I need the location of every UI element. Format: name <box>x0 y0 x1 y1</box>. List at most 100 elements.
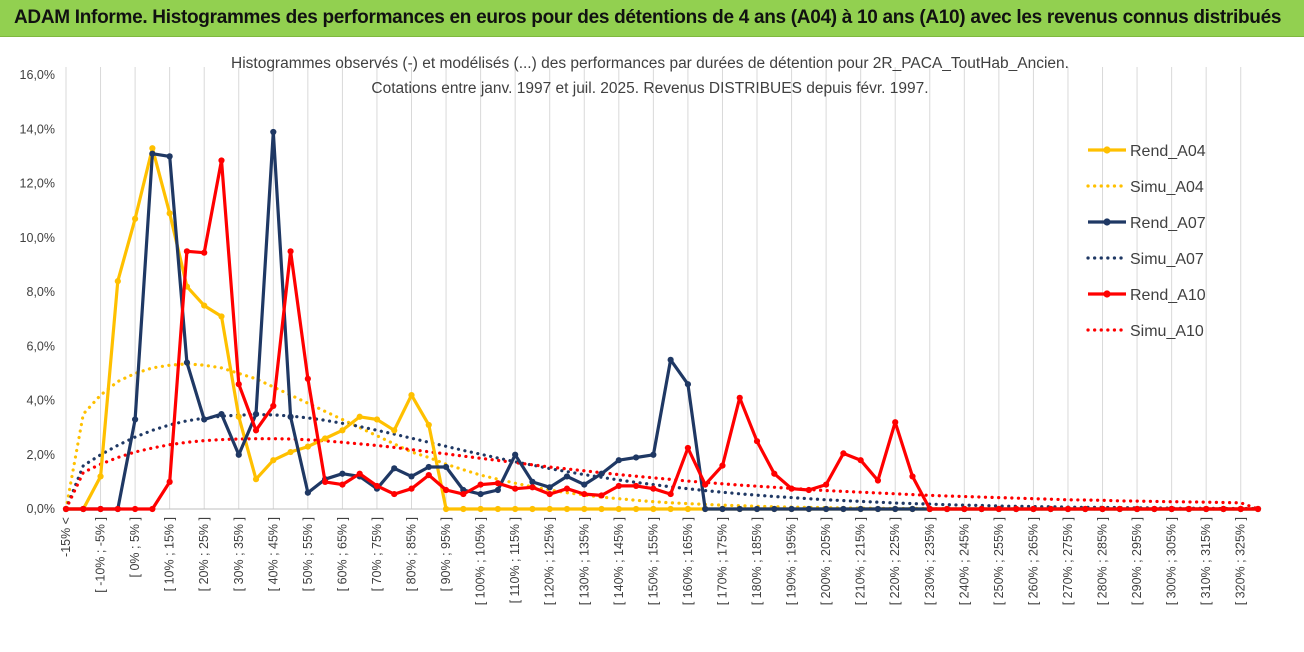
point-rend-a04 <box>512 505 519 513</box>
point-rend-a04 <box>304 443 311 450</box>
x-tick-label: -15% < <box>59 517 73 557</box>
point-rend-a04 <box>408 391 415 399</box>
point-rend-a07 <box>546 484 553 491</box>
point-rend-a10 <box>1082 505 1089 513</box>
point-rend-a07 <box>684 381 692 388</box>
point-rend-a07 <box>702 505 709 513</box>
point-rend-a04 <box>149 145 156 152</box>
point-rend-a07 <box>719 505 726 513</box>
line-rend-a10 <box>66 158 1258 511</box>
point-rend-a10 <box>356 470 363 477</box>
point-rend-a07 <box>598 470 605 477</box>
point-rend-a07 <box>183 359 191 366</box>
point-rend-a07 <box>788 505 795 513</box>
point-rend-a10 <box>460 490 467 498</box>
series-simu-a04 <box>64 362 1260 511</box>
point-rend-a07 <box>252 410 260 418</box>
point-rend-a04 <box>373 416 381 423</box>
point-rend-a04 <box>97 473 104 480</box>
point-rend-a10 <box>978 505 985 513</box>
point-rend-a10 <box>719 462 726 469</box>
point-rend-a10 <box>80 505 87 513</box>
point-rend-a04 <box>425 421 432 429</box>
point-rend-a07 <box>823 505 830 513</box>
point-rend-a07 <box>339 470 346 477</box>
point-rend-a04 <box>529 505 536 513</box>
x-tick-label: [ 190% ; 195% ] <box>785 517 799 605</box>
point-rend-a10 <box>529 484 536 491</box>
point-rend-a04 <box>460 505 467 513</box>
x-tick-label: [ 70% ; 75% ] <box>370 517 384 591</box>
point-rend-a04 <box>322 435 329 442</box>
x-tick-label: [ 170% ; 175% ] <box>715 517 729 605</box>
point-rend-a10 <box>943 505 951 513</box>
x-tick-label: [ 50% ; 55% ] <box>301 517 315 591</box>
point-rend-a10 <box>1116 505 1123 513</box>
legend: Rend_A04 Simu_A04 Rend_A07 Simu_A07 Rend_A10… <box>1086 143 1206 340</box>
point-rend-a10 <box>1151 505 1158 513</box>
point-rend-a10 <box>823 481 830 488</box>
point-rend-a10 <box>753 438 761 445</box>
y-tick-label: 0,0% <box>27 502 56 516</box>
point-rend-a10 <box>581 490 588 498</box>
point-rend-a10 <box>1099 505 1106 513</box>
point-rend-a10 <box>1168 505 1175 513</box>
point-rend-a10 <box>477 481 484 488</box>
point-rend-a10 <box>892 419 899 426</box>
x-tick-label: [ 20% ; 25% ] <box>197 517 211 591</box>
point-rend-a07 <box>201 416 208 423</box>
point-rend-a10 <box>391 490 398 498</box>
x-tick-label: [ 40% ; 45% ] <box>266 517 280 591</box>
point-rend-a10 <box>322 478 329 485</box>
point-rend-a10 <box>1064 505 1072 513</box>
x-tick-label: [ 10% ; 15% ] <box>163 517 177 591</box>
point-rend-a10 <box>1185 505 1192 513</box>
x-tick-label: [ 180% ; 185% ] <box>750 517 764 605</box>
point-rend-a10 <box>132 505 139 513</box>
series-simu-a10 <box>64 437 1260 511</box>
legend-marker <box>1103 218 1111 226</box>
x-tick-label: [ 310% ; 315% ] <box>1199 517 1213 605</box>
legend-item-simu-a10: Simu_A10 <box>1086 323 1204 340</box>
point-rend-a07 <box>132 416 139 423</box>
legend-item-simu-a07: Simu_A07 <box>1086 251 1204 268</box>
point-rend-a04 <box>477 505 484 513</box>
x-tick-label: [ 90% ; 95% ] <box>439 517 453 591</box>
series-simu-a07 <box>64 412 1260 511</box>
point-rend-a10 <box>995 505 1002 513</box>
legend-marker <box>1103 146 1111 154</box>
x-tick-label: [ 140% ; 145% ] <box>612 517 626 605</box>
legend-label: Rend_A10 <box>1130 287 1206 304</box>
legend-marker <box>1103 290 1111 298</box>
x-tick-label: [ 120% ; 125% ] <box>543 517 557 605</box>
point-rend-a10 <box>1220 505 1227 513</box>
x-tick-label: [ 200% ; 205% ] <box>819 517 833 605</box>
point-rend-a10 <box>632 482 640 490</box>
point-rend-a10 <box>1013 505 1020 513</box>
point-rend-a10 <box>339 481 346 488</box>
x-tick-label: [ 160% ; 165% ] <box>681 517 695 605</box>
point-rend-a07 <box>771 505 778 513</box>
point-rend-a07 <box>563 473 571 480</box>
y-tick-label: 12,0% <box>20 177 55 191</box>
point-rend-a10 <box>598 492 605 499</box>
point-rend-a07 <box>287 413 294 420</box>
point-rend-a04 <box>684 505 692 513</box>
point-rend-a10 <box>304 375 311 382</box>
point-rend-a04 <box>339 427 346 434</box>
x-tick-label: [ 240% ; 245% ] <box>957 517 971 605</box>
y-tick-label: 16,0% <box>20 68 55 82</box>
point-rend-a07 <box>270 128 277 136</box>
legend-label: Simu_A07 <box>1130 251 1204 268</box>
chart-title-line-2: Cotations entre janv. 1997 et juil. 2025… <box>371 80 928 97</box>
point-rend-a07 <box>512 451 519 458</box>
point-rend-a07 <box>667 356 674 363</box>
x-tick-label: [ -10% ; -5% ] <box>94 517 108 593</box>
point-rend-a10 <box>201 249 208 256</box>
point-rend-a04 <box>356 413 363 420</box>
point-rend-a04 <box>132 215 139 222</box>
point-rend-a04 <box>563 505 571 513</box>
legend-item-simu-a04: Simu_A04 <box>1086 179 1204 196</box>
